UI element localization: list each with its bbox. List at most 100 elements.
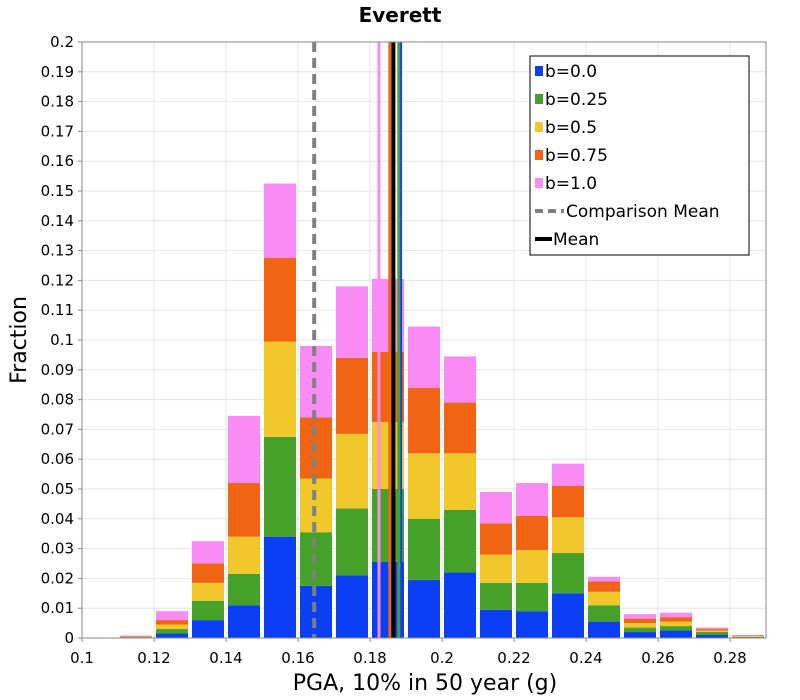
bar-segment-b-0-75 bbox=[264, 258, 296, 342]
mean-lines bbox=[312, 42, 403, 638]
x-tick-label: 0.16 bbox=[281, 649, 314, 667]
legend-swatch bbox=[535, 150, 543, 160]
y-tick-label: 0.02 bbox=[41, 569, 74, 587]
bar-segment-b-1-0 bbox=[228, 415, 260, 484]
bar-segment-b-1-0 bbox=[696, 627, 728, 630]
bar-segment-b-0-25 bbox=[516, 582, 548, 612]
legend: b=0.0 b=0.25 b=0.5 b=0.75 b=1.0 Comparison Me… bbox=[529, 55, 750, 256]
bar-segment-b-0-75 bbox=[228, 483, 260, 537]
y-axis-ticks: 0 0.01 0.02 0.03 0.04 0.05 0.06 0.07 0.08 0.09 0.1… bbox=[41, 33, 82, 647]
x-tick-label: 0.2 bbox=[430, 649, 454, 667]
legend-swatch bbox=[535, 94, 543, 104]
y-tick-label: 0.05 bbox=[41, 480, 74, 498]
legend-swatch bbox=[535, 66, 543, 76]
bar-segment-b-0-25 bbox=[588, 605, 620, 622]
y-tick-label: 0.17 bbox=[41, 122, 74, 140]
bar-segment-b-0-5 bbox=[192, 582, 224, 601]
y-tick-label: 0.16 bbox=[41, 152, 74, 170]
bar-segment-b-0-25 bbox=[336, 508, 368, 576]
bar-segment-b-1-0 bbox=[732, 635, 764, 636]
bar-segment-b-0-75 bbox=[156, 620, 188, 625]
bar-segment-b-0-25 bbox=[408, 518, 440, 580]
bar-segment-b-0-75 bbox=[408, 387, 440, 454]
bar-segment-b-0-25 bbox=[228, 573, 260, 606]
legend-label: Mean bbox=[553, 230, 599, 250]
y-tick-label: 0.04 bbox=[41, 510, 74, 528]
bar-segment-b-0-75 bbox=[696, 629, 728, 631]
y-tick-label: 0.07 bbox=[41, 420, 74, 438]
bar-segment-b-1-0 bbox=[624, 614, 656, 619]
legend-label: b=0.75 bbox=[545, 146, 608, 166]
x-tick-label: 0.12 bbox=[137, 649, 170, 667]
bar-segment-b-0-75 bbox=[588, 581, 620, 592]
bar-segment-b-1-0 bbox=[552, 463, 584, 487]
legend-label: b=1.0 bbox=[545, 174, 597, 194]
bar-segment-b-1-0 bbox=[660, 612, 692, 618]
bar-segment-b-0-75 bbox=[552, 486, 584, 518]
bar-segment-b-1-0 bbox=[588, 576, 620, 582]
bar-segment-b-0-25 bbox=[696, 632, 728, 636]
bar-segment-b-0-0 bbox=[408, 579, 440, 638]
y-tick-label: 0.03 bbox=[41, 540, 74, 558]
y-tick-label: 0.14 bbox=[41, 212, 74, 230]
legend-swatch bbox=[535, 122, 543, 132]
y-tick-label: 0.13 bbox=[41, 242, 74, 260]
bar-segment-b-0-5 bbox=[480, 554, 512, 583]
bar-segment-b-0-0 bbox=[156, 633, 188, 638]
bar-segment-b-0-25 bbox=[156, 629, 188, 634]
x-axis-ticks: 0.1 0.12 0.14 0.16 0.18 0.2 0.22 0.24 0.26 0.28 bbox=[70, 638, 747, 667]
bar-segment-b-0-25 bbox=[552, 553, 584, 594]
bar-segment-b-0-0 bbox=[660, 630, 692, 638]
y-tick-label: 0 bbox=[64, 629, 74, 647]
bar-segment-b-1-0 bbox=[192, 541, 224, 564]
y-tick-label: 0.19 bbox=[41, 63, 74, 81]
bar-segment-b-0-75 bbox=[336, 357, 368, 434]
x-tick-label: 0.28 bbox=[713, 649, 746, 667]
x-tick-label: 0.14 bbox=[209, 649, 242, 667]
bar-segment-b-0-5 bbox=[624, 623, 656, 628]
y-tick-label: 0.09 bbox=[41, 361, 74, 379]
y-tick-label: 0.18 bbox=[41, 93, 74, 111]
y-tick-label: 0.01 bbox=[41, 599, 74, 617]
bar-segment-b-0-0 bbox=[516, 611, 548, 638]
bar-segment-b-1-0 bbox=[444, 356, 476, 403]
bar-segment-b-0-5 bbox=[156, 624, 188, 630]
bar-segment-b-0-75 bbox=[192, 563, 224, 583]
bar-segment-b-1-0 bbox=[156, 611, 188, 621]
legend-label: Comparison Mean bbox=[566, 202, 720, 222]
bar-segment-b-0-0 bbox=[444, 572, 476, 638]
bar-segment-b-0-25 bbox=[480, 582, 512, 610]
bar-segment-b-0-25 bbox=[660, 626, 692, 631]
x-tick-label: 0.24 bbox=[569, 649, 602, 667]
bar-segment-b-0-75 bbox=[480, 523, 512, 555]
x-tick-label: 0.22 bbox=[497, 649, 530, 667]
bar-segment-b-1-0 bbox=[516, 483, 548, 516]
bar-segment-b-0-75 bbox=[732, 635, 764, 637]
x-tick-label: 0.18 bbox=[353, 649, 386, 667]
bar-segment-b-0-5 bbox=[444, 453, 476, 510]
x-tick-label: 0.26 bbox=[641, 649, 674, 667]
bar-segment-b-0-0 bbox=[696, 635, 728, 638]
bar-segment-b-0-0 bbox=[264, 536, 296, 638]
legend-label: b=0.25 bbox=[545, 90, 608, 110]
bar-segment-b-0-5 bbox=[732, 636, 764, 637]
bar-segment-b-0-75 bbox=[444, 402, 476, 454]
bar-segment-b-0-0 bbox=[552, 593, 584, 638]
bar-segment-b-1-0 bbox=[336, 286, 368, 358]
legend-label: b=0.5 bbox=[545, 118, 597, 138]
y-tick-label: 0.12 bbox=[41, 271, 74, 289]
bar-segment-b-0-5 bbox=[696, 630, 728, 633]
y-tick-label: 0.08 bbox=[41, 391, 74, 409]
legend-box bbox=[529, 55, 750, 256]
bar-segment-b-0-0 bbox=[228, 605, 260, 638]
bar-segment-b-0-75 bbox=[660, 617, 692, 622]
bar-segment-b-0-0 bbox=[588, 621, 620, 638]
bar-segment-b-1-0 bbox=[264, 183, 296, 259]
bar-segment-b-0-5 bbox=[336, 433, 368, 509]
bar-segment-b-0-5 bbox=[588, 591, 620, 606]
x-tick-label: 0.1 bbox=[70, 649, 94, 667]
bar-segment-b-1-0 bbox=[120, 635, 152, 637]
bar-segment-b-0-25 bbox=[732, 636, 764, 638]
bar-segment-b-0-5 bbox=[228, 536, 260, 574]
